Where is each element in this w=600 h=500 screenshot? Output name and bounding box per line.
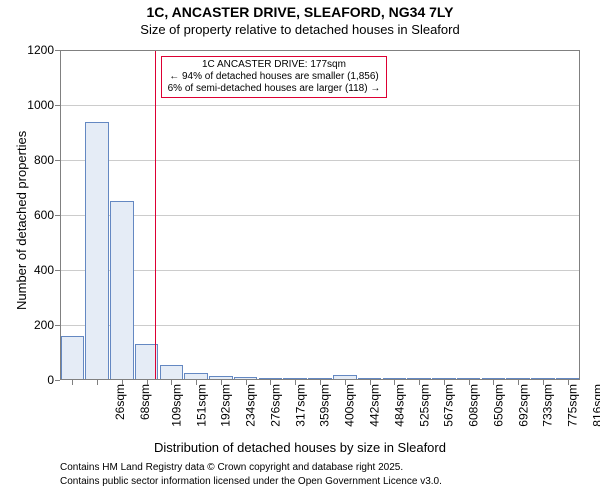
x-tick-mark [246,380,247,385]
x-tick-mark [370,380,371,385]
x-tick-label: 650sqm [492,384,506,427]
x-tick-label: 816sqm [591,384,600,427]
histogram-bar [85,122,109,381]
annotation-line: 6% of semi-detached houses are larger (1… [168,83,381,95]
x-tick-label: 68sqm [138,384,152,420]
annotation-line: 1C ANCASTER DRIVE: 177sqm [168,59,381,71]
x-axis-label: Distribution of detached houses by size … [0,440,600,455]
axis-top [60,50,580,51]
x-tick-label: 151sqm [194,384,208,427]
chart-subtitle: Size of property relative to detached ho… [0,22,600,37]
x-tick-label: 775sqm [566,384,580,427]
x-tick-mark [345,380,346,385]
x-tick-mark [518,380,519,385]
x-tick-mark [196,380,197,385]
x-tick-label: 234sqm [244,384,258,427]
x-tick-label: 26sqm [113,384,127,420]
x-tick-mark [568,380,569,385]
x-tick-label: 442sqm [368,384,382,427]
x-tick-label: 733sqm [541,384,555,427]
x-tick-mark [122,380,123,385]
x-tick-label: 567sqm [442,384,456,427]
grid-line [60,270,580,271]
x-tick-label: 109sqm [170,384,184,427]
x-tick-mark [295,380,296,385]
axis-right [579,50,580,380]
x-tick-mark [97,380,98,385]
y-axis-label: Number of detached properties [14,131,29,310]
histogram-bar [61,336,85,380]
histogram-bar [160,365,184,380]
x-tick-mark [221,380,222,385]
grid-line [60,160,580,161]
x-tick-mark [147,380,148,385]
x-tick-mark [444,380,445,385]
x-tick-label: 608sqm [467,384,481,427]
credits-line-2: Contains public sector information licen… [0,476,600,487]
y-tick-mark [55,380,60,381]
x-tick-label: 525sqm [417,384,431,427]
x-tick-mark [270,380,271,385]
x-tick-label: 692sqm [516,384,530,427]
x-tick-mark [72,380,73,385]
annotation-line: ← 94% of detached houses are smaller (1,… [168,71,381,83]
x-tick-label: 484sqm [392,384,406,427]
annotation-box: 1C ANCASTER DRIVE: 177sqm← 94% of detach… [161,56,388,98]
x-tick-mark [419,380,420,385]
marker-line [155,50,156,380]
grid-line [60,105,580,106]
x-tick-label: 400sqm [343,384,357,427]
chart-title: 1C, ANCASTER DRIVE, SLEAFORD, NG34 7LY [0,4,600,20]
x-tick-label: 276sqm [269,384,283,427]
grid-line [60,325,580,326]
plot-area: 02004006008001000120026sqm68sqm109sqm151… [60,50,580,380]
x-tick-mark [543,380,544,385]
x-tick-mark [394,380,395,385]
x-tick-label: 317sqm [293,384,307,427]
histogram-chart: 1C, ANCASTER DRIVE, SLEAFORD, NG34 7LY S… [0,0,600,500]
x-tick-mark [171,380,172,385]
x-tick-label: 192sqm [219,384,233,427]
x-tick-mark [320,380,321,385]
axis-left [60,50,61,380]
x-tick-mark [469,380,470,385]
x-tick-label: 359sqm [318,384,332,427]
histogram-bar [110,201,134,380]
credits-line-1: Contains HM Land Registry data © Crown c… [0,462,600,473]
grid-line [60,215,580,216]
x-tick-mark [493,380,494,385]
axis-bottom [60,379,580,380]
